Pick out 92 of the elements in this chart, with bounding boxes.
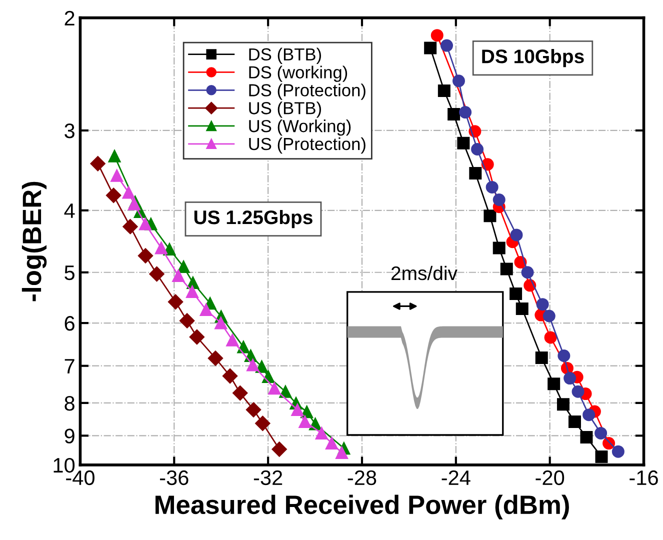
x-tick-label: -32 xyxy=(254,470,282,486)
point xyxy=(542,310,556,322)
point xyxy=(138,248,154,264)
point xyxy=(594,426,608,440)
point xyxy=(336,446,348,459)
point xyxy=(172,269,185,282)
point xyxy=(168,294,184,310)
x-tick-label: -20 xyxy=(536,470,564,486)
point xyxy=(471,143,484,156)
point xyxy=(500,262,513,276)
point xyxy=(139,218,152,230)
x-tick-label: -28 xyxy=(348,470,376,486)
legend-label: DS (working) xyxy=(249,66,348,82)
point xyxy=(535,352,548,364)
point xyxy=(179,313,195,328)
y-tick-label: 9 xyxy=(64,428,74,444)
point xyxy=(189,329,204,345)
point xyxy=(279,385,292,398)
point xyxy=(448,108,460,121)
legend-label: US (BTB) xyxy=(249,102,322,118)
point xyxy=(438,84,450,97)
point xyxy=(568,415,581,428)
point xyxy=(430,29,444,42)
point xyxy=(208,350,224,366)
point xyxy=(558,350,570,362)
point xyxy=(106,188,122,203)
point xyxy=(516,302,528,316)
point xyxy=(521,266,534,279)
point xyxy=(440,39,454,52)
point xyxy=(222,368,238,384)
point xyxy=(459,106,472,119)
y-tick-label: 3 xyxy=(64,123,74,138)
point xyxy=(325,437,338,450)
point xyxy=(232,385,248,401)
point xyxy=(177,260,190,274)
y-tick-label: 6 xyxy=(64,316,74,331)
point xyxy=(484,210,496,222)
x-tick-label: -36 xyxy=(160,470,188,486)
legend-label: DS (BTB) xyxy=(249,48,322,64)
y-tick-label: 8 xyxy=(64,396,74,411)
y-tick-label: 7 xyxy=(64,359,74,374)
point xyxy=(214,316,228,330)
point xyxy=(548,378,560,390)
point xyxy=(544,331,557,344)
point xyxy=(110,169,124,182)
point xyxy=(186,285,198,298)
point xyxy=(255,416,270,431)
point xyxy=(108,150,121,162)
point xyxy=(492,242,506,254)
y-tick-label: 4 xyxy=(64,204,75,218)
point xyxy=(580,430,593,444)
y-tick-label: 2 xyxy=(64,10,74,26)
point xyxy=(226,334,239,346)
point xyxy=(510,228,523,242)
point xyxy=(486,180,498,194)
point xyxy=(268,382,281,395)
legend-label: US (Protection) xyxy=(249,137,366,154)
x-axis-title: Measured Received Power (dBm) xyxy=(156,494,569,520)
point xyxy=(492,194,506,206)
point xyxy=(315,426,328,440)
point xyxy=(595,450,608,464)
point xyxy=(122,186,135,199)
point xyxy=(149,266,164,282)
point xyxy=(452,74,465,88)
legend-label: US (Working) xyxy=(249,119,351,136)
y-axis-title: -log(BER) xyxy=(22,182,47,302)
point xyxy=(469,167,482,180)
point xyxy=(612,445,624,458)
annotation: US 1.25Gbps xyxy=(194,210,312,228)
point xyxy=(556,398,570,411)
point xyxy=(154,242,168,254)
point xyxy=(246,358,260,372)
point xyxy=(122,219,138,234)
point xyxy=(291,404,304,416)
point xyxy=(424,42,437,54)
annotation: DS 10Gbps xyxy=(482,49,584,68)
point xyxy=(246,402,262,418)
point xyxy=(457,136,470,150)
x-tick-label: -16 xyxy=(630,470,658,486)
point xyxy=(510,288,522,300)
point xyxy=(200,304,212,316)
point xyxy=(272,442,287,457)
annotation: 2ms/div xyxy=(391,266,458,280)
legend-label: DS (Protection) xyxy=(249,84,366,100)
point xyxy=(572,385,584,398)
point xyxy=(298,415,312,428)
point xyxy=(90,156,106,172)
x-tick-label: -24 xyxy=(442,470,470,485)
point xyxy=(536,298,549,311)
y-tick-label: 5 xyxy=(64,266,74,280)
point xyxy=(582,408,596,422)
point xyxy=(564,372,576,385)
